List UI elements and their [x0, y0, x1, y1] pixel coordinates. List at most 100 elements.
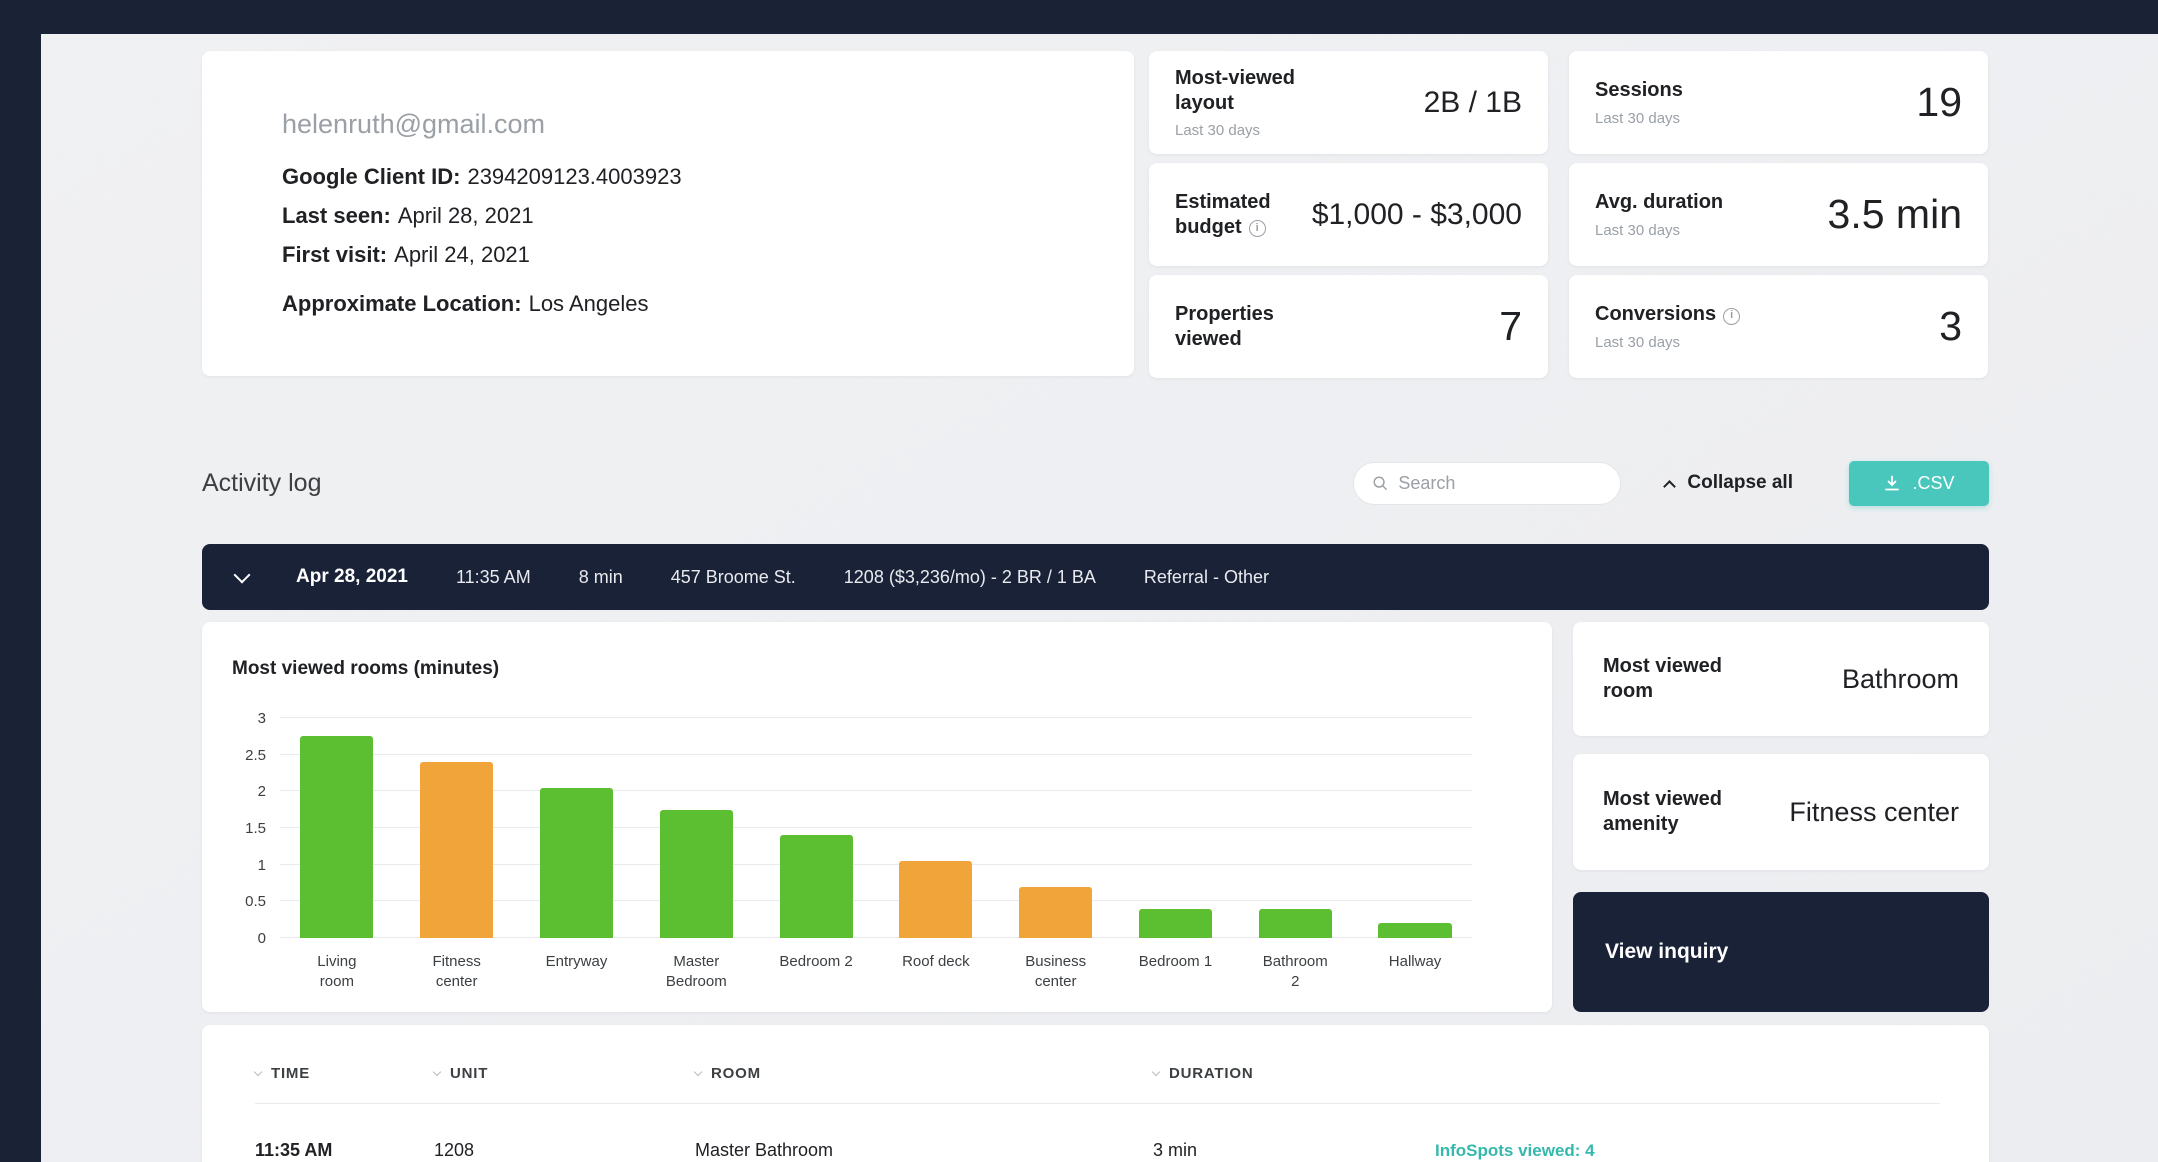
card-label: Most viewed room [1603, 655, 1722, 702]
csv-download-button[interactable]: .CSV [1849, 460, 1989, 506]
download-icon [1885, 475, 1900, 491]
session-row[interactable]: Apr 28, 2021 11:35 AM 8 min 457 Broome S… [202, 544, 1989, 610]
chart-bar-label: Bedroom 2 [779, 953, 853, 970]
chart-bar [1258, 908, 1332, 938]
info-icon[interactable] [1248, 219, 1266, 237]
column-header-unit[interactable]: UNIT [432, 1065, 695, 1082]
cell-time: 11:35 AM [255, 1140, 333, 1160]
chart-gridline [280, 900, 1472, 902]
chart-ytick-label: 3 [257, 710, 266, 727]
sort-icon [693, 1067, 703, 1077]
chart-bar-column: Entryway [530, 718, 624, 970]
collapse-all-button[interactable]: Collapse all [1663, 472, 1793, 494]
chart-gridline [280, 753, 1472, 755]
column-header-duration[interactable]: DURATION [1151, 1065, 1435, 1082]
chart-bar-column: Living room [290, 718, 384, 990]
chevron-down-icon[interactable] [233, 566, 251, 583]
chart-gridline [280, 790, 1472, 792]
profile-field-last-seen: Last seen: April 28, 2021 [282, 205, 1074, 227]
stat-label: Estimated budget [1175, 191, 1271, 238]
view-inquiry-button[interactable]: View inquiry [1573, 892, 1989, 1012]
info-icon[interactable] [1723, 307, 1741, 325]
chart-ytick-label: 0 [257, 930, 266, 947]
profile-field-client-id: Google Client ID: 2394209123.4003923 [282, 166, 1074, 188]
profile-field-first-visit: First visit: April 24, 2021 [282, 244, 1074, 266]
chart-ytick-label: 2 [257, 783, 266, 801]
stat-card-sessions: Sessions Last 30 days 19 [1569, 51, 1988, 154]
stat-value: 3.5 min [1827, 191, 1962, 237]
search-input[interactable] [1398, 472, 1603, 494]
stat-label: Properties viewed [1175, 303, 1274, 350]
chart-ytick-label: 1 [257, 856, 266, 874]
card-value: Fitness center [1789, 796, 1959, 827]
window-top-bar [0, 0, 2158, 34]
field-value: Los Angeles [528, 291, 649, 316]
stat-value: 2B / 1B [1423, 85, 1522, 119]
session-date: Apr 28, 2021 [296, 566, 408, 587]
activity-log-header: Activity log Collapse all .CSV [202, 458, 1989, 508]
chart-bar [539, 787, 614, 938]
column-header-time[interactable]: TIME [253, 1065, 434, 1082]
table-header-row: TIME UNIT ROOM DURATION [253, 1065, 1940, 1104]
window-left-bar [0, 0, 41, 1162]
most-viewed-room-card: Most viewed room Bathroom [1573, 622, 1989, 736]
infospots-link[interactable]: InfoSpots viewed: 4 [1435, 1140, 1595, 1160]
chart-bar-column: Bathroom 2 [1248, 718, 1342, 990]
chart-bar-label: Living room [317, 953, 357, 990]
most-viewed-rooms-chart-card: Most viewed rooms (minutes) 3 2.5 2 1.5 1 0.5… [202, 622, 1552, 1012]
field-label: Google Client ID: [282, 164, 461, 189]
activity-table: TIME UNIT ROOM DURATION 11:35 AM 1208 Ma… [202, 1025, 1989, 1162]
table-row: 11:35 AM 1208 Master Bathroom 3 min Info… [255, 1104, 1940, 1161]
stat-sublabel: Last 30 days [1595, 333, 1681, 351]
chart-gridline [280, 827, 1472, 828]
session-unit: 1208 ($3,236/mo) - 2 BR / 1 BA [843, 566, 1096, 587]
stat-card-estimated-budget: Estimated budget $1,000 - $3,000 [1149, 163, 1548, 266]
stat-card-most-viewed-layout: Most-viewed layout Last 30 days 2B / 1B [1149, 51, 1548, 154]
chart-bar-label: Business center [1025, 953, 1087, 990]
stat-sublabel: Last 30 days [1595, 221, 1681, 239]
chart-bar-column: Master Bedroom [649, 718, 743, 990]
field-label: Approximate Location: [282, 291, 522, 316]
chart-gridline [280, 717, 1472, 718]
chart-bar [659, 809, 733, 938]
visitor-email: helenruth@gmail.com [282, 109, 546, 139]
field-value: 2394209123.4003923 [467, 164, 682, 189]
chart-bar-label: Hallway [1388, 953, 1442, 970]
profile-field-location: Approximate Location: Los Angeles [282, 293, 1074, 315]
chart-gridline [280, 937, 1472, 938]
field-value: April 28, 2021 [397, 203, 534, 228]
view-inquiry-label: View inquiry [1605, 940, 1729, 963]
chart-bar-label: Entryway [545, 953, 608, 970]
chart-ytick-label: 0.5 [245, 893, 266, 911]
chart-bar [899, 861, 973, 938]
column-label: ROOM [711, 1065, 761, 1082]
chart-bar-label: Fitness center [432, 953, 481, 990]
stat-label: Most-viewed layout [1175, 67, 1296, 114]
stat-label: Conversions [1595, 303, 1717, 326]
search-box[interactable] [1353, 461, 1622, 505]
chart-bar [1378, 923, 1452, 938]
column-label: TIME [271, 1065, 311, 1082]
chart-bar [779, 835, 853, 938]
csv-button-label: .CSV [1912, 472, 1955, 493]
chart-grid-area: Living room Fitness center Entryway Master … [280, 717, 1472, 990]
stat-value: $1,000 - $3,000 [1311, 197, 1522, 231]
stat-sublabel: Last 30 days [1175, 121, 1261, 139]
column-header-room[interactable]: ROOM [693, 1065, 1153, 1082]
chart-bar [420, 762, 494, 938]
field-label: First visit: [282, 242, 388, 267]
sort-icon [432, 1067, 442, 1077]
stat-value: 3 [1939, 303, 1962, 349]
stat-card-conversions: Conversions Last 30 days 3 [1569, 275, 1988, 378]
field-label: Last seen: [282, 203, 391, 228]
chart-gridline [280, 863, 1472, 865]
chart-bar-label: Roof deck [902, 953, 970, 970]
chart-plot: 3 2.5 2 1.5 1 0.5 0 Living room Fitness center E… [232, 710, 1522, 990]
session-duration: 8 min [578, 566, 623, 587]
chart-bar [300, 736, 374, 938]
chevron-up-icon [1663, 479, 1677, 493]
session-address: 457 Broome St. [670, 566, 796, 587]
chart-bar [1138, 908, 1213, 938]
cell-duration: 3 min [1153, 1140, 1198, 1160]
chart-bar-label: Master Bedroom [665, 953, 727, 990]
